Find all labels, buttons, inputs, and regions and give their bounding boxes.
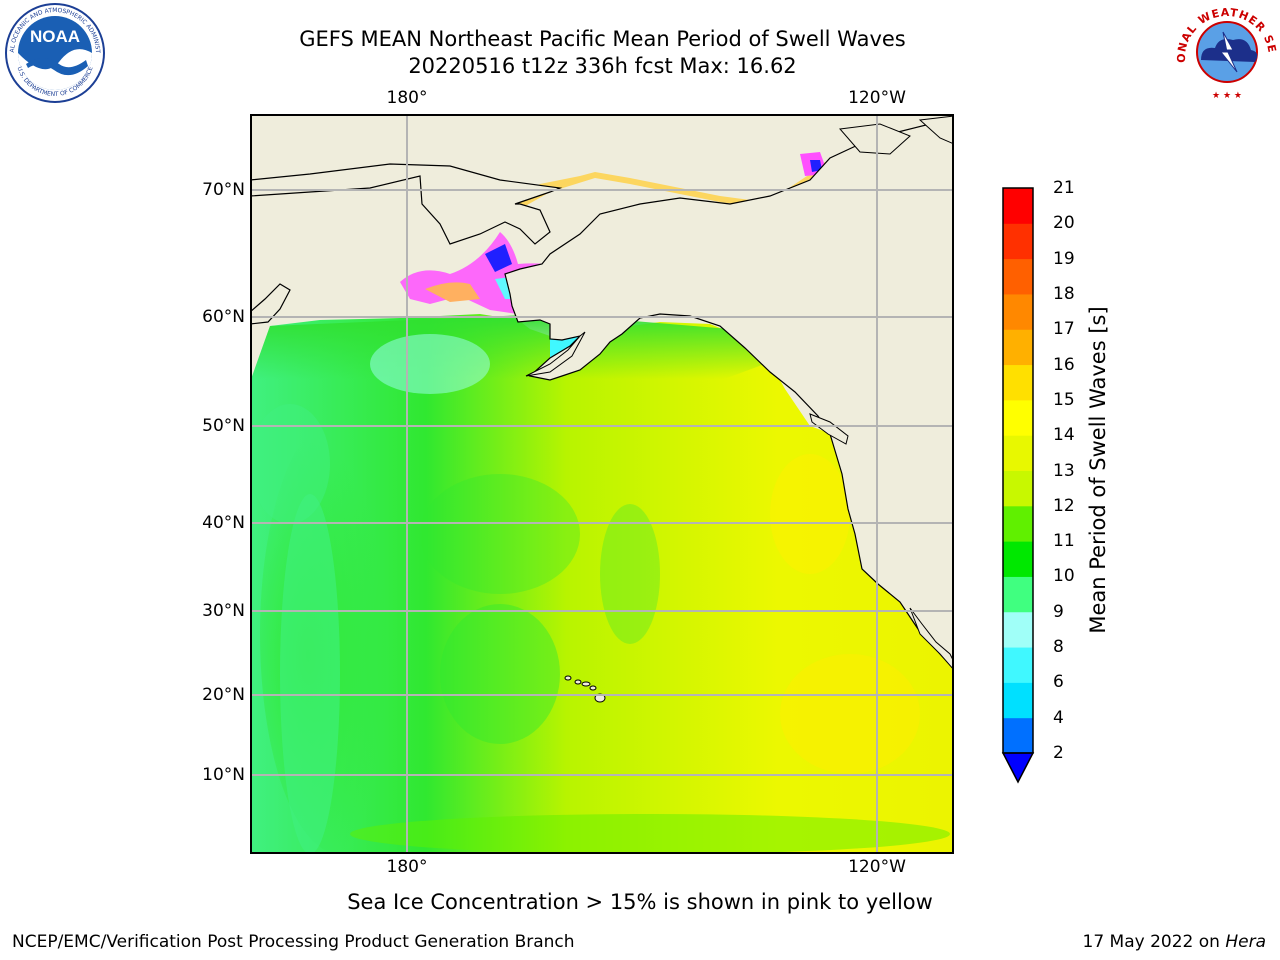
- colorbar-tick-label: 2: [1053, 743, 1064, 763]
- swell-period-map: [250, 114, 954, 854]
- lon-label-bottom-180: 180°: [386, 857, 428, 877]
- nws-logo: NATIONAL WEATHER SERVICE ★ ★ ★: [1175, 2, 1278, 101]
- colorbar-tick-label: 21: [1053, 178, 1075, 198]
- siberia-land: [250, 163, 563, 245]
- colorbar-segment: [1003, 258, 1033, 295]
- colorbar-segment: [1003, 611, 1033, 648]
- footer-host: Hera: [1225, 932, 1266, 952]
- svg-text:★ ★ ★: ★ ★ ★: [1212, 91, 1242, 101]
- colorbar-under-triangle: [1001, 752, 1035, 784]
- colorbar-segment: [1003, 541, 1033, 577]
- colorbar-tick-label: 6: [1053, 672, 1064, 693]
- colorbar-segment: [1003, 329, 1033, 366]
- colorbar-tick-label: 11: [1053, 531, 1075, 552]
- colorbar-tick-label: 16: [1053, 354, 1075, 375]
- colorbar-segment: [1003, 364, 1033, 401]
- colorbar-segment: [1003, 717, 1033, 754]
- baja-california: [909, 607, 954, 671]
- map-gridlines: [250, 114, 954, 854]
- colorbar-tick-label: 19: [1053, 248, 1075, 269]
- colorbar: [1001, 187, 1035, 784]
- colorbar-tick-label: 20: [1053, 213, 1075, 234]
- colorbar-label: Mean Period of Swell Waves [s]: [1086, 306, 1110, 634]
- lon-label-top-180: 180°: [386, 88, 428, 108]
- colorbar-segment: [1003, 576, 1033, 613]
- lon-label-top-120w: 120°W: [848, 88, 906, 108]
- colorbar-segment: [1003, 223, 1033, 260]
- lat-label-50n: 50°N: [202, 416, 245, 436]
- colorbar-tick-label: 12: [1053, 495, 1075, 516]
- lat-label-60n: 60°N: [202, 307, 245, 327]
- lon-label-bottom-120w: 120°W: [848, 857, 906, 877]
- colorbar-segment: [1003, 435, 1033, 471]
- colorbar-segment: [1003, 682, 1033, 719]
- chart-title: GEFS MEAN Northeast Pacific Mean Period …: [299, 27, 906, 51]
- colorbar-tick-label: 13: [1053, 460, 1075, 481]
- colorbar-segment: [1003, 647, 1033, 683]
- lat-label-30n: 30°N: [202, 601, 245, 621]
- chart-subtitle: 20220516 t12z 336h fcst Max: 16.62: [408, 54, 797, 78]
- noaa-logo: NOAA NATIONAL OCEANIC AND ATMOSPHERIC AD…: [4, 2, 105, 103]
- arctic-ice-edge: [515, 162, 954, 224]
- footer-right: 17 May 2022 on Hera: [1083, 932, 1267, 952]
- colorbar-tick-label: 9: [1053, 601, 1064, 622]
- lat-label-40n: 40°N: [202, 513, 245, 533]
- colorbar-segments: [1003, 188, 1033, 754]
- footer-left: NCEP/EMC/Verification Post Processing Pr…: [12, 932, 575, 952]
- colorbar-segment: [1003, 470, 1033, 507]
- colorbar-segment: [1003, 505, 1033, 542]
- lat-label-20n: 20°N: [202, 685, 245, 705]
- colorbar-tick-label: 8: [1053, 637, 1064, 658]
- sea-ice-note: Sea Ice Concentration > 15% is shown in …: [347, 890, 933, 914]
- colorbar-segment: [1003, 188, 1033, 224]
- ocean-field: [250, 314, 954, 854]
- colorbar-tick-label: 15: [1053, 389, 1075, 410]
- footer-date: 17 May 2022 on: [1082, 932, 1226, 952]
- lat-label-70n: 70°N: [202, 180, 245, 200]
- colorbar-tick-label: 4: [1053, 707, 1064, 728]
- colorbar-segment: [1003, 293, 1033, 330]
- colorbar-tick-label: 18: [1053, 283, 1075, 304]
- colorbar-tick-label: 17: [1053, 319, 1075, 340]
- colorbar-segment: [1003, 399, 1033, 436]
- colorbar-tick-label: 10: [1053, 566, 1075, 587]
- svg-text:NOAA: NOAA: [30, 27, 80, 46]
- lat-label-10n: 10°N: [202, 765, 245, 785]
- colorbar-tick-label: 14: [1053, 425, 1075, 446]
- map-frame: [250, 114, 954, 854]
